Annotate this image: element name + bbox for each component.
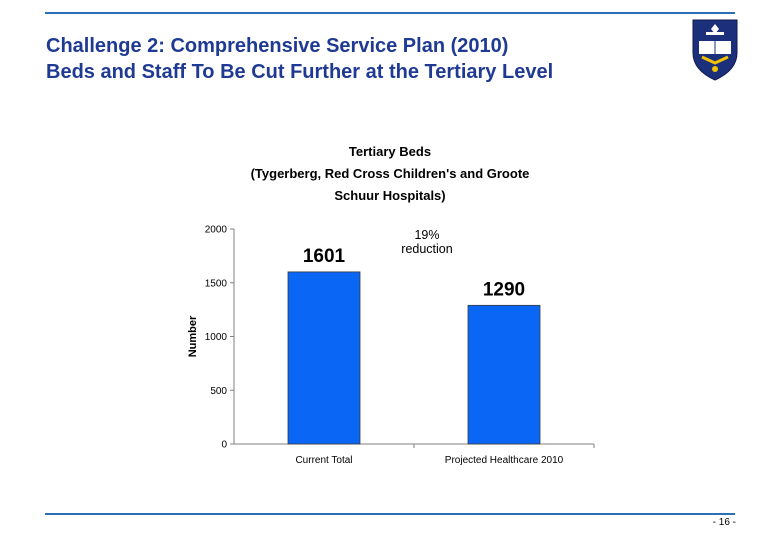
page-number: - 16 - (712, 517, 736, 528)
bottom-rule (45, 513, 735, 515)
y-tick-label: 1000 (205, 332, 228, 343)
chart-title: Tertiary Beds (Tygerberg, Red Cross Chil… (230, 141, 550, 207)
x-tick-label: Projected Healthcare 2010 (445, 455, 564, 466)
reduction-annotation: 19% reduction (401, 228, 453, 256)
bar (467, 304, 541, 445)
y-tick-label: 0 (221, 440, 227, 451)
bar-data-label: 1601 (303, 246, 346, 267)
slide-title-line-2: Beds and Staff To Be Cut Further at the … (46, 61, 554, 83)
y-tick-label: 2000 (205, 225, 228, 236)
university-crest-icon (692, 19, 738, 81)
chart-title-line-1: Tertiary Beds (348, 144, 432, 159)
bar (287, 271, 361, 445)
y-tick-label: 500 (210, 386, 227, 397)
x-tick-label: Current Total (295, 455, 352, 466)
bar-data-label: 1290 (483, 279, 525, 300)
chart-title-line-2: (Tygerberg, Red Cross Children's and Gro… (250, 166, 530, 181)
slide-title-line-1: Challenge 2: Comprehensive Service Plan … (46, 35, 509, 57)
chart-title-line-3: Schuur Hospitals) (334, 188, 446, 203)
slide-title: Challenge 2: Comprehensive Service Plan … (46, 33, 676, 85)
top-rule (45, 12, 735, 14)
y-tick-label: 1500 (205, 278, 228, 289)
y-axis-label: Number (187, 315, 199, 357)
